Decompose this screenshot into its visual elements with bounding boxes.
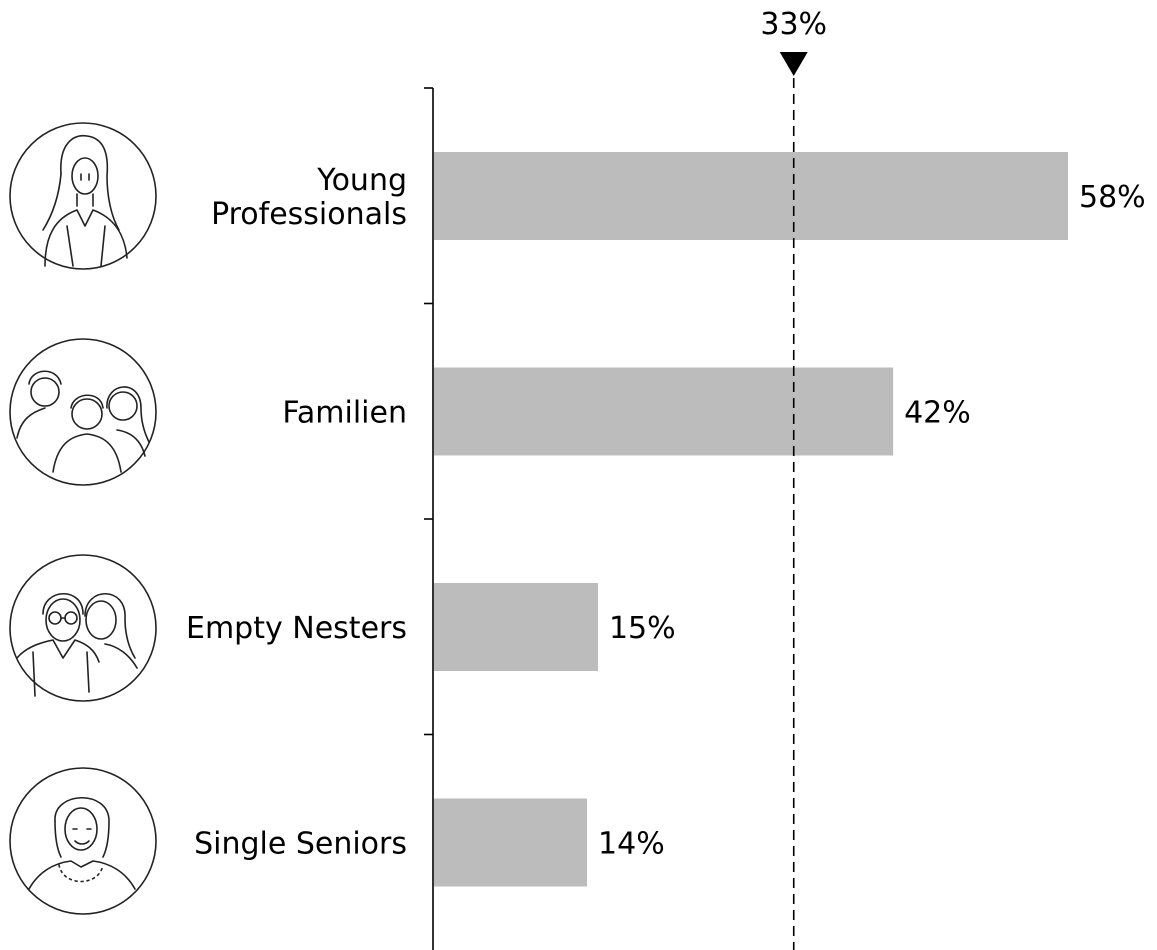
young-professional-woman-icon	[9, 122, 157, 270]
bars	[434, 152, 1068, 887]
category-label: Familien	[282, 396, 407, 431]
data-label: 14%	[598, 827, 665, 862]
data-label: 42%	[904, 396, 971, 431]
bar	[434, 367, 894, 456]
bar	[434, 583, 598, 671]
reference-line-group: 33%	[760, 7, 827, 950]
reference-label: 33%	[760, 7, 827, 42]
bar	[434, 798, 588, 887]
category-label: Single Seniors	[194, 827, 407, 862]
older-couple-icon	[9, 554, 157, 702]
senior-woman-icon	[9, 767, 157, 915]
data-label: 58%	[1079, 180, 1146, 215]
category-label: Young	[316, 163, 407, 198]
category-label: Empty Nesters	[186, 611, 407, 646]
category-label: Professionals	[211, 197, 407, 232]
data-label: 15%	[609, 611, 676, 646]
family-group-icon	[9, 338, 157, 486]
bar	[434, 152, 1068, 240]
reference-marker-triangle	[779, 52, 808, 76]
y-axis	[424, 87, 434, 950]
